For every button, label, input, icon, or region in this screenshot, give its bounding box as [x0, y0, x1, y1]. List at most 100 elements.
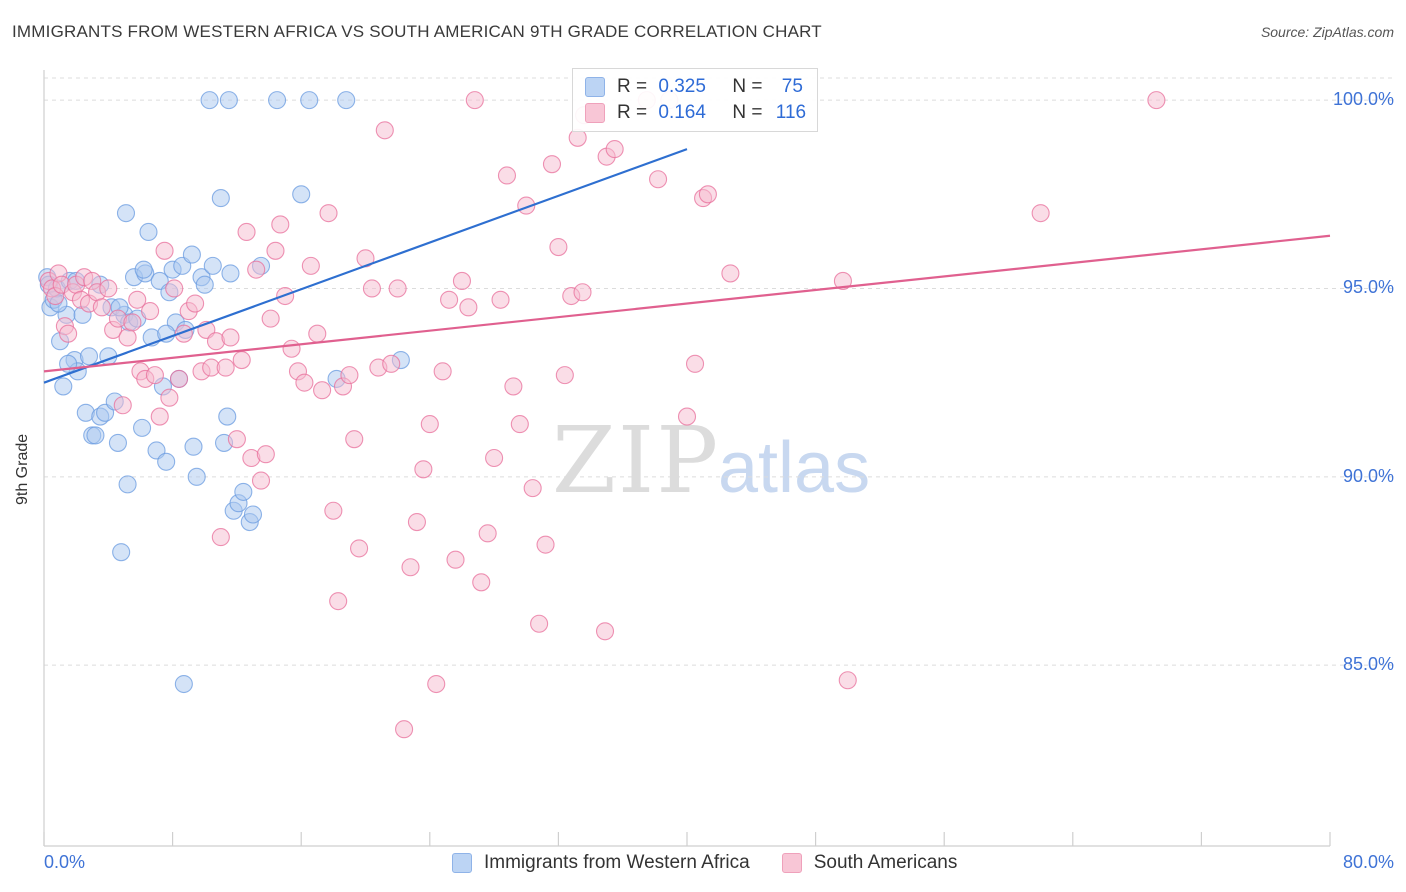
- point-south-americans: [160, 388, 179, 407]
- point-south-americans: [271, 215, 290, 234]
- data-points: [38, 91, 1166, 739]
- point-western-africa: [139, 222, 158, 242]
- point-south-americans: [497, 166, 517, 185]
- point-south-americans: [549, 237, 568, 257]
- point-south-americans: [155, 241, 174, 260]
- point-western-africa: [116, 204, 136, 223]
- point-south-americans: [227, 430, 246, 449]
- legend-n-value: 75: [781, 76, 803, 97]
- point-south-americans: [605, 140, 624, 159]
- watermark-atlas: atlas: [718, 428, 870, 508]
- point-south-americans: [677, 407, 697, 426]
- legend-swatch-blue: [452, 853, 472, 873]
- legend-item-south-americans: South Americans: [781, 852, 958, 874]
- point-south-americans: [459, 298, 478, 317]
- point-south-americans: [573, 283, 592, 302]
- watermark-zip: ZIP: [552, 407, 720, 514]
- point-south-americans: [685, 354, 705, 373]
- legend-item-western-africa: Immigrants from Western Africa: [452, 852, 750, 874]
- legend-label: Immigrants from Western Africa: [484, 852, 750, 873]
- legend-r-label: R =: [617, 76, 648, 97]
- point-south-americans: [485, 448, 504, 468]
- point-south-americans: [388, 279, 407, 298]
- point-south-americans: [401, 558, 420, 577]
- point-south-americans: [536, 535, 555, 554]
- point-south-americans: [99, 279, 118, 298]
- point-south-americans: [420, 415, 439, 434]
- point-western-africa: [337, 91, 356, 110]
- point-south-americans: [472, 573, 491, 592]
- point-south-americans: [350, 539, 369, 558]
- point-south-americans: [261, 309, 280, 328]
- point-south-americans: [530, 614, 549, 633]
- legend-label: South Americans: [813, 852, 958, 873]
- point-south-americans: [452, 271, 472, 291]
- y-tick-label: 90.0%: [1342, 465, 1394, 486]
- point-south-americans: [407, 512, 426, 532]
- y-tick-label: 95.0%: [1342, 277, 1394, 298]
- point-south-americans: [465, 91, 484, 110]
- point-western-africa: [108, 433, 127, 452]
- point-western-africa: [187, 467, 206, 486]
- point-south-americans: [478, 524, 497, 543]
- legend-swatch-pink: [585, 103, 605, 123]
- point-south-americans: [698, 185, 717, 204]
- point-western-africa: [219, 91, 238, 110]
- point-western-africa: [221, 264, 240, 283]
- legend-swatch-blue: [585, 77, 605, 97]
- point-western-africa: [182, 245, 201, 264]
- legend-r-value: 0.164: [658, 102, 706, 123]
- point-south-americans: [414, 460, 433, 479]
- point-south-americans: [491, 290, 510, 309]
- point-south-americans: [1147, 91, 1166, 110]
- y-axis-label: 9th Grade: [14, 433, 31, 505]
- y-tick-label: 100.0%: [1332, 89, 1394, 110]
- point-western-africa: [268, 91, 287, 110]
- point-western-africa: [195, 275, 214, 294]
- source-label: Source: ZipAtlas.com: [1260, 24, 1394, 40]
- point-south-americans: [92, 298, 111, 317]
- point-south-americans: [1031, 204, 1050, 223]
- point-south-americans: [266, 241, 285, 260]
- point-western-africa: [134, 260, 153, 279]
- point-western-africa: [300, 91, 319, 110]
- point-south-americans: [295, 373, 314, 392]
- legend-n-label: N =: [732, 76, 763, 97]
- point-south-americans: [324, 501, 343, 520]
- point-south-americans: [595, 622, 615, 641]
- point-south-americans: [542, 155, 562, 174]
- point-western-africa: [157, 324, 176, 343]
- point-south-americans: [211, 528, 230, 547]
- point-south-americans: [362, 279, 381, 298]
- point-south-americans: [649, 170, 668, 189]
- trend-lines: [43, 148, 1331, 384]
- point-south-americans: [247, 260, 266, 279]
- point-south-americans: [251, 471, 271, 490]
- point-western-africa: [133, 418, 152, 437]
- point-south-americans: [169, 369, 189, 388]
- point-south-americans: [440, 290, 459, 309]
- point-western-africa: [292, 185, 311, 204]
- point-south-americans: [128, 290, 147, 309]
- point-south-americans: [123, 313, 142, 332]
- point-south-americans: [308, 324, 327, 343]
- point-south-americans: [555, 366, 574, 385]
- point-south-americans: [345, 430, 364, 449]
- x-tick-label-min: 0.0%: [44, 852, 86, 872]
- point-western-africa: [79, 347, 99, 366]
- chart-title: IMMIGRANTS FROM WESTERN AFRICA VS SOUTH …: [12, 22, 822, 41]
- trend-line-western-africa: [43, 148, 688, 384]
- trend-line-south-americans: [43, 234, 1331, 373]
- point-western-africa: [218, 407, 237, 426]
- legend-r-value: 0.325: [658, 76, 706, 97]
- point-south-americans: [382, 354, 401, 373]
- point-western-africa: [243, 505, 263, 524]
- point-south-americans: [446, 550, 465, 569]
- point-south-americans: [165, 279, 184, 298]
- point-south-americans: [186, 294, 205, 313]
- point-south-americans: [216, 358, 235, 377]
- point-south-americans: [427, 674, 446, 694]
- point-south-americans: [145, 366, 164, 385]
- gridlines: [44, 77, 1395, 666]
